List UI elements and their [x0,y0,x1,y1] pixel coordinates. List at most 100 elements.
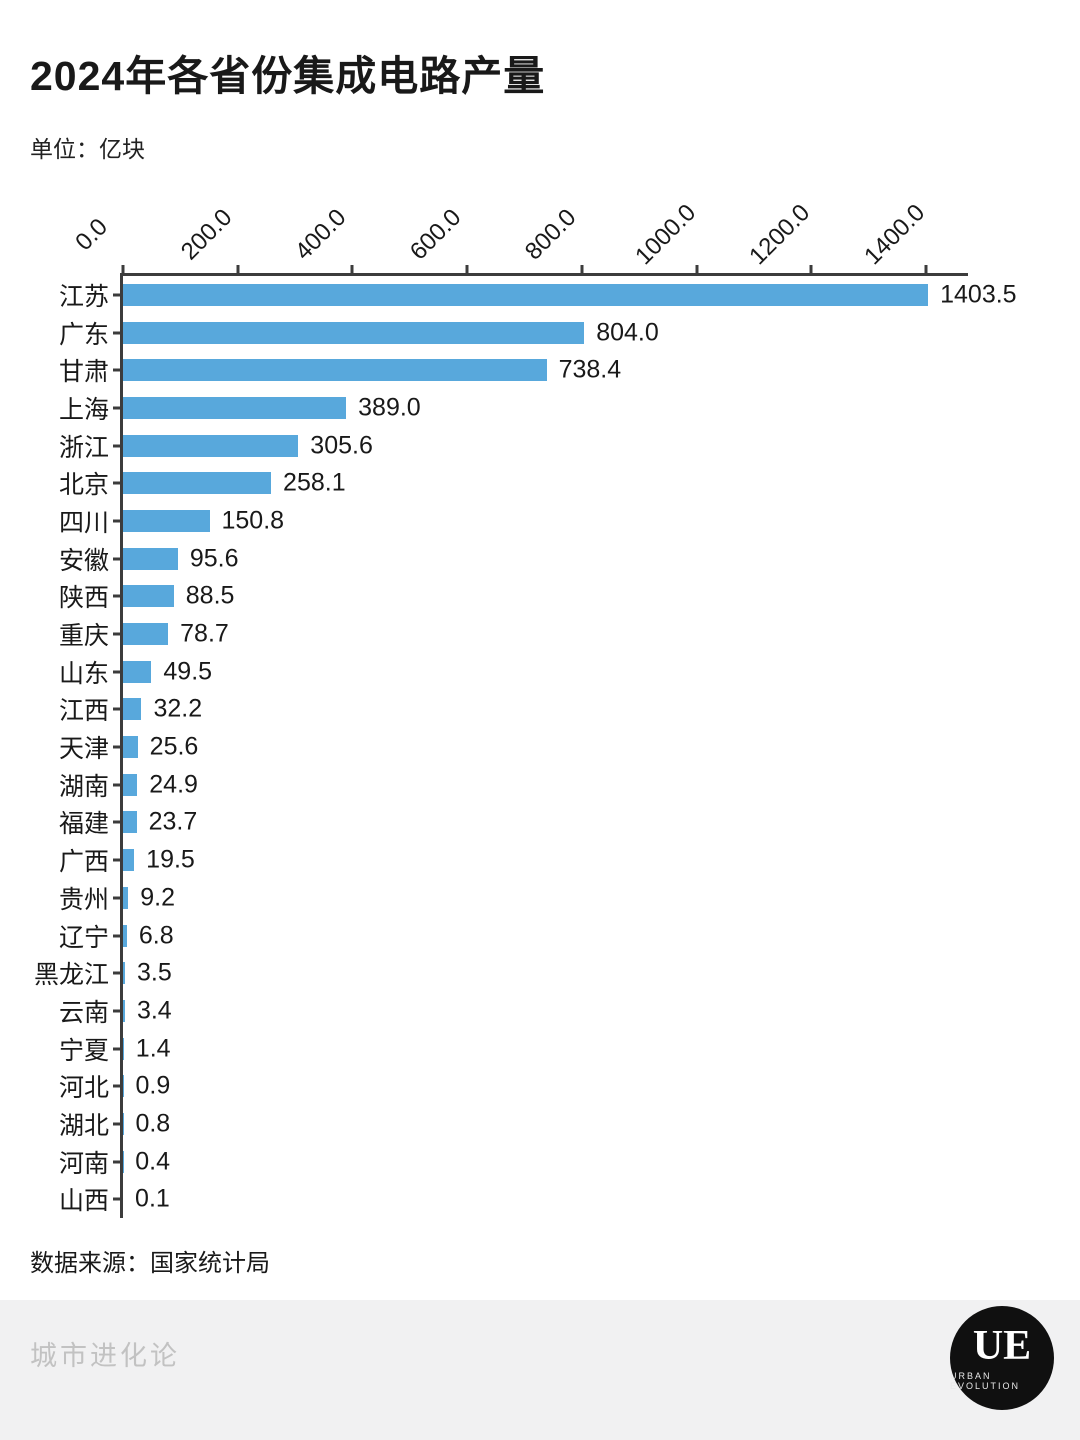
value-label: 738.4 [558,355,622,384]
bar [123,434,299,457]
bar-row: 四川 150.8 [59,502,968,540]
value-label: 0.1 [135,1184,170,1213]
value-label: 305.6 [310,431,373,460]
bar-row: 甘肃 738.4 [59,351,968,389]
y-axis-tick-mark [113,971,120,975]
value-label: 1403.5 [940,280,1017,309]
bar [123,585,174,608]
category-label: 山东 [58,659,109,688]
bar [123,773,138,796]
y-axis-tick-mark [113,481,120,485]
value-label: 25.6 [149,732,199,761]
y-axis-tick-mark [113,820,120,824]
bar-row: 江苏 1403.5 [59,276,1017,314]
bar-row: 河南 0.4 [59,1143,968,1181]
y-axis-tick-mark [113,1122,120,1126]
category-label: 北京 [58,471,109,500]
bar-row: 上海 389.0 [59,389,968,427]
bar-row: 安徽 95.6 [59,540,968,578]
bar-row: 山西 0.1 [59,1181,968,1219]
bar [123,359,547,382]
x-axis-tick-label: 1200.0 [744,199,816,271]
y-axis-tick-mark [113,896,120,900]
x-axis-tick-mark [236,265,240,273]
value-label: 258.1 [283,468,346,497]
y-axis-tick-mark [113,594,120,598]
x-axis-tick-mark [350,265,354,273]
bar [123,396,347,419]
value-label: 49.5 [163,657,213,686]
x-axis-tick-mark [580,265,584,273]
y-axis-tick-mark [113,670,120,674]
bar-row: 重庆 78.7 [59,615,968,653]
x-axis-tick-label: 400.0 [290,203,352,266]
category-label: 云南 [58,998,109,1027]
category-label: 贵州 [58,885,109,914]
x-axis-tick-mark [121,265,125,273]
x-axis-tick-label: 1000.0 [629,199,701,271]
value-label: 32.2 [153,694,203,723]
bar [123,924,127,947]
value-label: 88.5 [185,581,235,610]
y-axis-tick-mark [113,557,120,561]
value-label: 150.8 [221,506,285,535]
value-label: 389.0 [358,393,421,422]
bar [123,1037,124,1060]
y-axis-tick-mark [113,858,120,862]
bar-row: 湖北 0.8 [59,1105,968,1143]
category-label: 广西 [58,848,109,877]
category-label: 江西 [58,697,109,726]
bar-row: 福建 23.7 [59,804,968,842]
category-label: 陕西 [58,584,109,613]
x-axis-tick-mark [809,265,813,273]
bar [123,736,138,759]
y-axis-tick-mark [113,1197,120,1201]
y-axis-tick-mark [113,368,120,372]
category-label: 福建 [58,810,109,839]
x-axis-tick-label: 200.0 [175,203,238,266]
bar [123,283,929,306]
y-axis-tick-mark [113,1084,120,1088]
category-label: 黑龙江 [33,961,109,990]
plot-area: 江苏 1403.5 广东 804.0 甘肃 738.4 上海 389.0 浙江 305.6 北京 25… [34,265,1017,1219]
value-label: 95.6 [189,544,239,573]
value-label: 3.4 [136,996,172,1025]
category-label: 广东 [58,320,109,349]
bar-row: 北京 258.1 [59,464,968,502]
value-label: 0.9 [135,1071,171,1100]
value-label: 9.2 [140,883,176,912]
category-label: 四川 [58,508,109,537]
y-axis-tick-mark [113,519,120,523]
bar-row: 河北 0.9 [59,1067,968,1105]
bar-row: 黑龙江 3.5 [34,954,968,992]
category-label: 辽宁 [58,923,109,952]
value-label: 19.5 [146,845,195,874]
category-label: 湖南 [58,772,109,801]
y-axis-tick-mark [113,331,120,335]
bar-row: 浙江 305.6 [59,427,968,465]
value-label: 1.4 [135,1034,171,1063]
source-label: 数据来源：国家统计局 [30,1250,270,1277]
bar-row: 广西 19.5 [59,841,968,879]
y-axis-tick-mark [113,1160,120,1164]
category-label: 上海 [58,395,109,424]
y-axis-tick-mark [113,444,120,448]
category-label: 甘肃 [58,358,109,387]
bar-row: 陕西 88.5 [59,578,968,616]
value-label: 3.5 [137,958,172,987]
bar-row: 宁夏 1.4 [59,1030,968,1068]
bar [123,321,585,344]
bar-row: 广东 804.0 [59,314,968,352]
x-axis-tick-mark [695,265,699,273]
bar-row: 湖南 24.9 [59,766,968,804]
category-label: 河南 [58,1149,109,1178]
value-label: 6.8 [138,921,174,950]
category-label: 浙江 [58,433,109,462]
bar [123,698,142,721]
y-axis-tick-mark [113,1047,120,1051]
bar [123,849,135,872]
bar [123,962,125,985]
logo-monogram: UE [972,1323,1032,1369]
bar [123,623,169,646]
